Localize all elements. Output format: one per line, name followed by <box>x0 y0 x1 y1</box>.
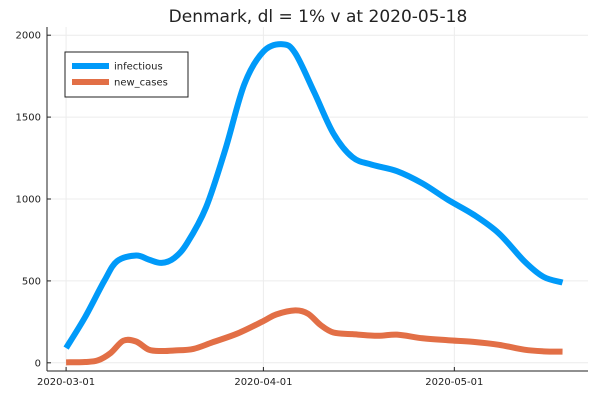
legend: infectious new_cases <box>64 51 189 98</box>
series-line-infectious <box>63 41 564 350</box>
series-line-new-cases <box>66 307 563 366</box>
legend-label-new-cases: new_cases <box>114 78 168 89</box>
chart-title: Denmark, dl = 1% v at 2020-05-18 <box>169 7 468 27</box>
x-tick-label: 2020-05-01 <box>425 377 483 388</box>
legend-box <box>64 51 189 98</box>
tick-labels: 2020-03-01 2020-04-01 2020-05-01 0 500 1000 15… <box>16 31 484 388</box>
y-tick-label: 1500 <box>16 113 41 124</box>
axes <box>46 27 588 372</box>
y-tick-label: 500 <box>22 276 41 287</box>
legend-label-infectious: infectious <box>114 62 163 73</box>
y-tick-label: 0 <box>35 358 41 369</box>
y-tick-label: 2000 <box>16 31 41 42</box>
grid-lines <box>47 27 588 371</box>
y-tick-label: 1000 <box>16 195 41 206</box>
x-tick-label: 2020-04-01 <box>234 377 292 388</box>
x-tick-label: 2020-03-01 <box>37 377 95 388</box>
series-lines <box>63 41 564 366</box>
